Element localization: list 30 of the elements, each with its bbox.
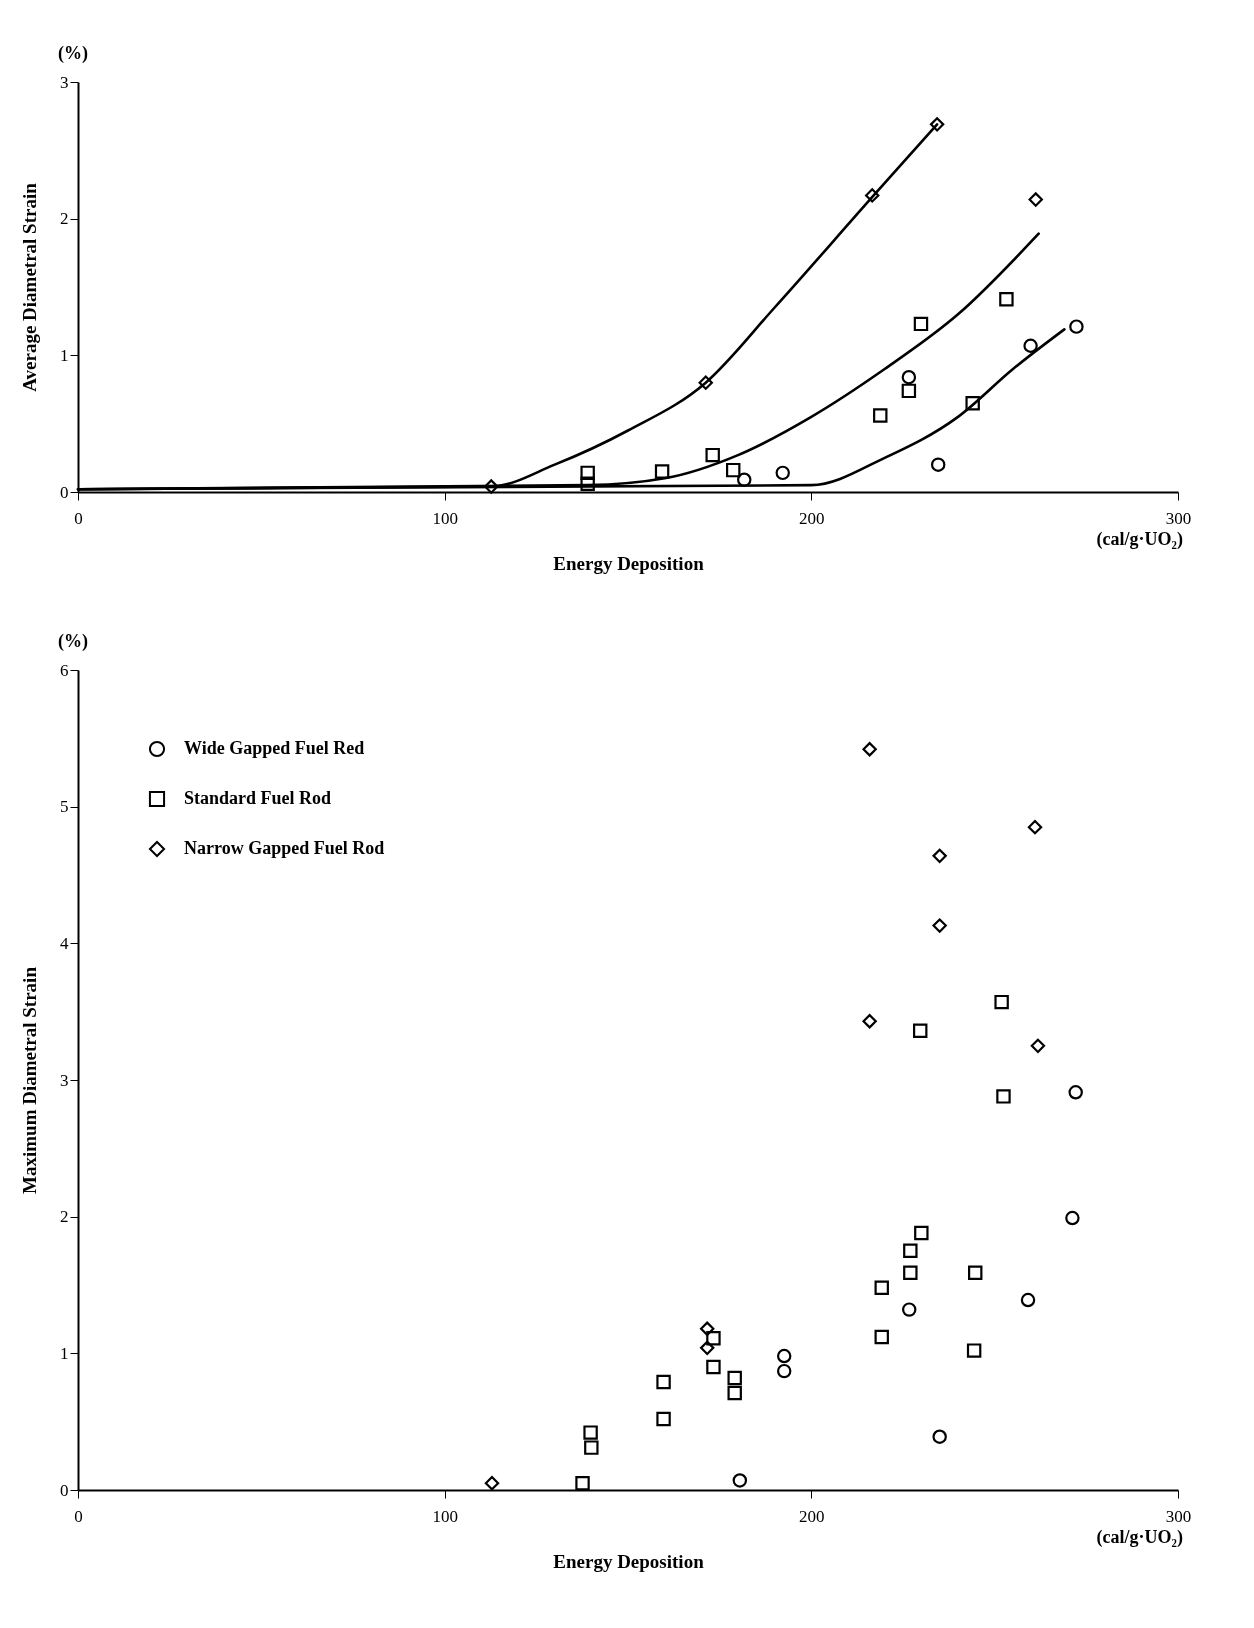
- x-tick-label: 100: [432, 508, 458, 528]
- text: (cal/g·UO₂): [1096, 529, 1183, 550]
- text: (cal/g·UO₂): [1096, 1527, 1183, 1548]
- y-axis-title: Average Diametral Strain: [19, 182, 40, 392]
- y-tick-label: 2: [60, 1207, 69, 1227]
- x-tick-label: 200: [799, 508, 825, 528]
- y-tick-label: 2: [60, 209, 69, 229]
- y-tick-label: 4: [60, 933, 69, 953]
- legend-label: Narrow Gapped Fuel Rod: [184, 838, 385, 858]
- y-tick-label: 1: [60, 1343, 69, 1363]
- text: (%): [58, 631, 88, 652]
- x-tick-label: 0: [74, 1506, 83, 1526]
- x-axis-title: Energy Deposition: [553, 1550, 705, 1572]
- x-tick-label: 300: [1165, 1506, 1192, 1526]
- x-tick-label: 200: [799, 1506, 825, 1526]
- y-tick-label: 0: [60, 1480, 69, 1500]
- y-tick-label: 3: [60, 1070, 69, 1090]
- y-tick-label: 0: [60, 482, 69, 502]
- x-tick-label: 300: [1165, 508, 1192, 528]
- x-axis-title: Energy Deposition: [553, 552, 705, 574]
- legend-label: Wide Gapped Fuel Red: [184, 738, 365, 758]
- x-tick-label: 0: [74, 508, 83, 528]
- text: (%): [58, 43, 88, 64]
- y-tick-label: 3: [60, 72, 69, 92]
- legend-label: Standard Fuel Rod: [184, 788, 332, 808]
- y-axis-title: Maximum Diametral Strain: [19, 966, 40, 1194]
- y-tick-label: 1: [60, 345, 69, 365]
- y-tick-label: 5: [60, 797, 69, 817]
- y-tick-label: 6: [60, 660, 69, 680]
- x-tick-label: 100: [432, 1506, 458, 1526]
